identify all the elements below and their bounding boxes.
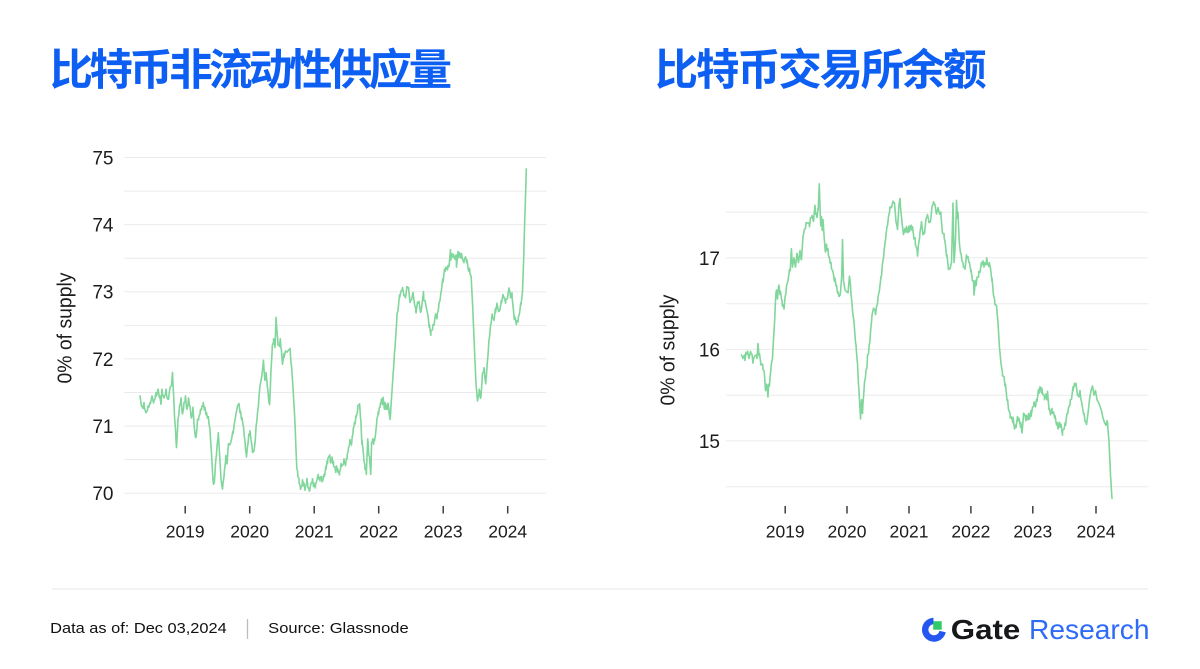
- svg-text:2022: 2022: [951, 522, 990, 542]
- svg-text:Data as of: Dec 03,2024: Data as of: Dec 03,2024: [50, 620, 227, 637]
- svg-text:2020: 2020: [230, 522, 269, 542]
- svg-text:2020: 2020: [828, 522, 867, 542]
- svg-text:0% of supply: 0% of supply: [55, 273, 77, 384]
- svg-text:Source: Glassnode: Source: Glassnode: [268, 620, 409, 637]
- svg-text:0% of supply: 0% of supply: [657, 295, 679, 406]
- svg-text:2021: 2021: [295, 522, 334, 542]
- svg-text:73: 73: [92, 283, 113, 304]
- svg-text:15: 15: [699, 432, 720, 453]
- svg-text:Research: Research: [1029, 614, 1150, 645]
- svg-text:Gate: Gate: [951, 614, 1021, 645]
- svg-text:71: 71: [92, 417, 113, 438]
- svg-text:2023: 2023: [1013, 522, 1052, 542]
- svg-text:75: 75: [92, 148, 113, 169]
- svg-text:2022: 2022: [359, 522, 398, 542]
- svg-text:2023: 2023: [424, 522, 463, 542]
- svg-text:74: 74: [92, 216, 114, 237]
- svg-text:70: 70: [92, 484, 113, 505]
- svg-text:2024: 2024: [488, 522, 527, 542]
- svg-text:2019: 2019: [766, 522, 805, 542]
- svg-text:72: 72: [92, 350, 113, 371]
- svg-text:2024: 2024: [1077, 522, 1116, 542]
- svg-text:16: 16: [699, 340, 720, 361]
- svg-text:17: 17: [699, 249, 720, 270]
- svg-text:2019: 2019: [166, 522, 205, 542]
- svg-text:2021: 2021: [890, 522, 929, 542]
